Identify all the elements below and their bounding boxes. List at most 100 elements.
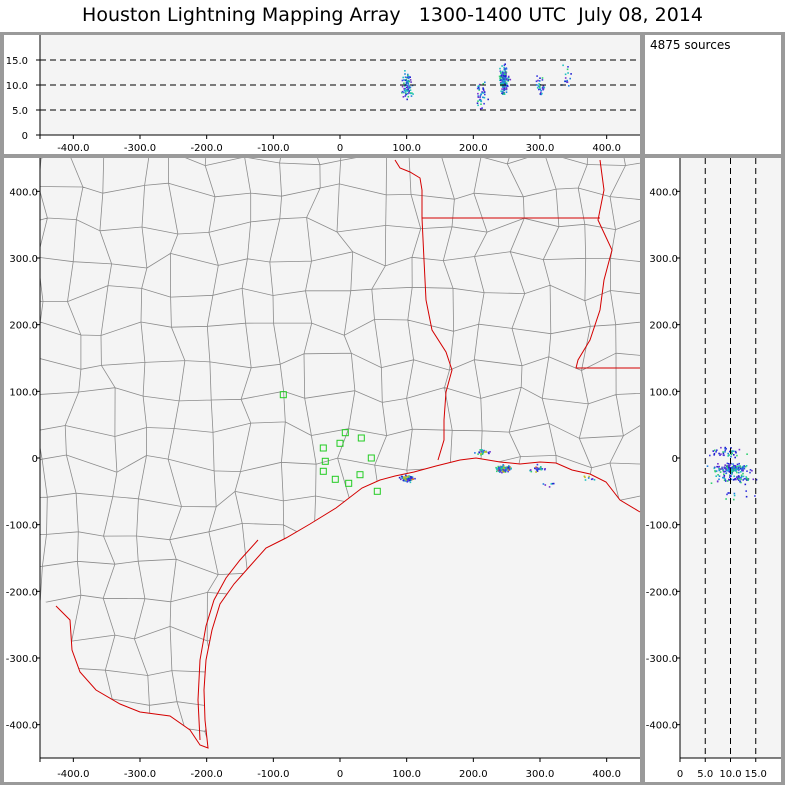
ns-source-point bbox=[730, 468, 733, 471]
ns-source-point bbox=[749, 471, 751, 474]
altitude-source-point bbox=[480, 93, 482, 95]
y-tick-label: 0 bbox=[32, 454, 38, 465]
source-point bbox=[504, 471, 507, 473]
ns-source-point bbox=[730, 447, 732, 449]
altitude-source-point bbox=[538, 83, 540, 85]
altitude-source-point bbox=[507, 85, 509, 88]
source-point bbox=[509, 466, 511, 469]
ns-source-point bbox=[728, 479, 731, 481]
ns-source-point bbox=[713, 452, 716, 455]
altitude-source-point bbox=[537, 85, 540, 87]
altitude-source-point bbox=[500, 79, 502, 81]
ns-source-point bbox=[749, 469, 752, 471]
ns-source-point bbox=[719, 454, 721, 456]
source-point bbox=[587, 477, 590, 479]
source-point bbox=[411, 477, 414, 479]
altitude-source-point bbox=[477, 95, 479, 97]
ns-source-point bbox=[746, 470, 748, 472]
altitude-source-point bbox=[476, 102, 479, 104]
ns-source-point bbox=[726, 464, 728, 467]
ns-source-point bbox=[713, 467, 716, 470]
altitude-source-point bbox=[479, 98, 481, 101]
ns-source-point bbox=[722, 451, 724, 453]
y-tick-label: 300.0 bbox=[649, 254, 678, 265]
altitude-source-point bbox=[501, 86, 504, 88]
source-point bbox=[503, 466, 506, 469]
altitude-source-point bbox=[483, 102, 485, 105]
source-point bbox=[498, 467, 500, 469]
altitude-source-point bbox=[502, 70, 504, 73]
altitude-source-point bbox=[403, 91, 405, 94]
ns-source-point bbox=[740, 474, 743, 477]
ns-source-point bbox=[724, 480, 727, 482]
ns-source-point bbox=[730, 450, 732, 453]
ns-source-point bbox=[715, 470, 718, 472]
source-point bbox=[509, 467, 512, 470]
altitude-source-point bbox=[404, 76, 407, 78]
altitude-source-point bbox=[499, 79, 501, 81]
altitude-source-point bbox=[477, 104, 479, 107]
source-point bbox=[503, 467, 506, 470]
ns-source-point bbox=[733, 492, 736, 495]
y-tick-label: 300.0 bbox=[9, 254, 38, 265]
source-point bbox=[409, 481, 412, 484]
ns-source-point bbox=[727, 468, 730, 470]
altitude-source-point bbox=[408, 86, 411, 89]
ns-source-point bbox=[713, 466, 716, 469]
ns-source-point bbox=[726, 468, 729, 470]
source-point bbox=[584, 479, 587, 481]
x-tick-label: -400.0 bbox=[57, 769, 89, 780]
ns-source-point bbox=[752, 478, 755, 481]
ns-source-point bbox=[740, 475, 743, 478]
ns-source-point bbox=[745, 476, 747, 478]
ns-source-point bbox=[717, 474, 719, 476]
altitude-source-point bbox=[503, 79, 505, 82]
ns-source-point bbox=[724, 470, 727, 472]
y-tick-label: 10.0 bbox=[6, 81, 28, 92]
y-tick-label: 0 bbox=[22, 131, 28, 142]
source-point bbox=[495, 466, 497, 469]
ns-source-point bbox=[716, 480, 719, 482]
altitude-source-point bbox=[407, 82, 410, 84]
y-tick-label: -100.0 bbox=[6, 521, 38, 532]
altitude-source-point bbox=[484, 81, 486, 84]
ns-source-point bbox=[733, 478, 736, 481]
ns-source-point bbox=[728, 454, 730, 456]
altitude-source-point bbox=[536, 87, 539, 89]
ns-source-point bbox=[723, 454, 725, 457]
altitude-source-point bbox=[480, 99, 482, 102]
source-point bbox=[550, 483, 553, 485]
source-point bbox=[591, 478, 594, 480]
altitude-source-point bbox=[539, 93, 542, 95]
y-tick-label: 15.0 bbox=[6, 56, 28, 67]
source-count: 4875 sources bbox=[650, 38, 731, 52]
ns-source-point bbox=[718, 478, 720, 481]
altitude-source-point bbox=[407, 95, 410, 98]
ns-source-point bbox=[709, 454, 711, 457]
altitude-source-point bbox=[503, 64, 506, 67]
ns-source-point bbox=[714, 449, 716, 452]
altitude-source-point bbox=[479, 96, 481, 98]
y-tick-label: 100.0 bbox=[649, 387, 678, 398]
x-tick-label: -100.0 bbox=[257, 143, 289, 154]
altitude-source-point bbox=[570, 73, 572, 75]
texas-louisiana-border bbox=[394, 159, 453, 461]
ns-source-point bbox=[736, 468, 738, 470]
ns-source-point bbox=[744, 483, 747, 486]
ns-source-point bbox=[727, 492, 729, 494]
ns-source-point bbox=[728, 463, 730, 465]
altitude-source-point bbox=[477, 96, 480, 98]
source-point bbox=[403, 476, 405, 478]
ns-source-point bbox=[719, 471, 722, 473]
source-point bbox=[507, 470, 509, 473]
y-tick-label: -200.0 bbox=[6, 587, 38, 598]
source-point bbox=[482, 451, 484, 453]
altitude-source-point bbox=[505, 72, 507, 75]
source-point bbox=[403, 479, 406, 482]
altitude-source-point bbox=[539, 84, 541, 86]
source-point bbox=[536, 463, 539, 466]
ns-source-point bbox=[710, 482, 713, 484]
ns-source-point bbox=[740, 468, 743, 471]
altitude-source-point bbox=[536, 75, 538, 77]
ns-source-point bbox=[741, 466, 744, 469]
